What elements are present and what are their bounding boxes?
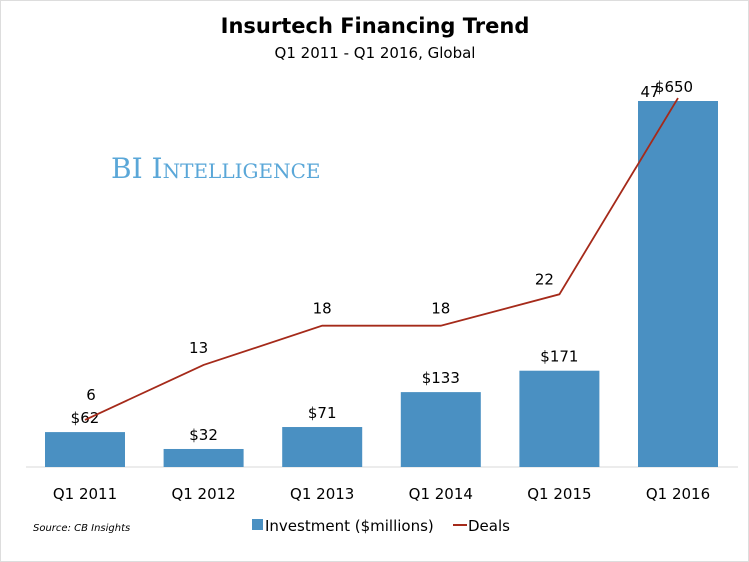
deals-data-label: 13 <box>189 339 208 357</box>
bar-q1-2014 <box>400 392 481 467</box>
x-tick-label: Q1 2013 <box>290 485 354 503</box>
deals-data-label: 6 <box>86 386 96 404</box>
deals-data-label: 22 <box>535 270 554 288</box>
deals-data-label: 18 <box>313 300 332 318</box>
source-note: Source: CB Insights <box>33 523 130 534</box>
bi-intelligence-watermark: BI Intelligence <box>111 152 320 185</box>
bar-data-label: $133 <box>422 369 460 387</box>
bar-data-label: $62 <box>71 409 100 427</box>
deals-data-label: 18 <box>431 300 450 318</box>
chart-subtitle: Q1 2011 - Q1 2016, Global <box>275 44 476 62</box>
bar-q1-2015 <box>519 370 600 467</box>
deals-line <box>84 97 679 421</box>
x-tick-label: Q1 2012 <box>171 485 235 503</box>
x-tick-label: Q1 2014 <box>409 485 473 503</box>
bar-data-label: $71 <box>308 404 337 422</box>
chart-title: Insurtech Financing Trend <box>221 14 530 38</box>
bar-q1-2012 <box>163 448 244 467</box>
bar-data-label: $32 <box>189 426 218 444</box>
legend-swatch-investment <box>252 519 263 530</box>
bar-data-label: $171 <box>540 348 578 366</box>
deals-data-label: 47 <box>640 83 659 101</box>
bar-data-label: $650 <box>655 78 693 96</box>
bar-q1-2013 <box>282 427 363 467</box>
x-tick-label: Q1 2015 <box>527 485 591 503</box>
x-tick-label: Q1 2016 <box>646 485 710 503</box>
x-tick-label: Q1 2011 <box>53 485 117 503</box>
legend-label-deals: Deals <box>468 517 510 535</box>
legend-label-investment: Investment ($millions) <box>265 517 434 535</box>
bar-q1-2016 <box>638 101 718 467</box>
bar-q1-2011 <box>45 432 125 467</box>
